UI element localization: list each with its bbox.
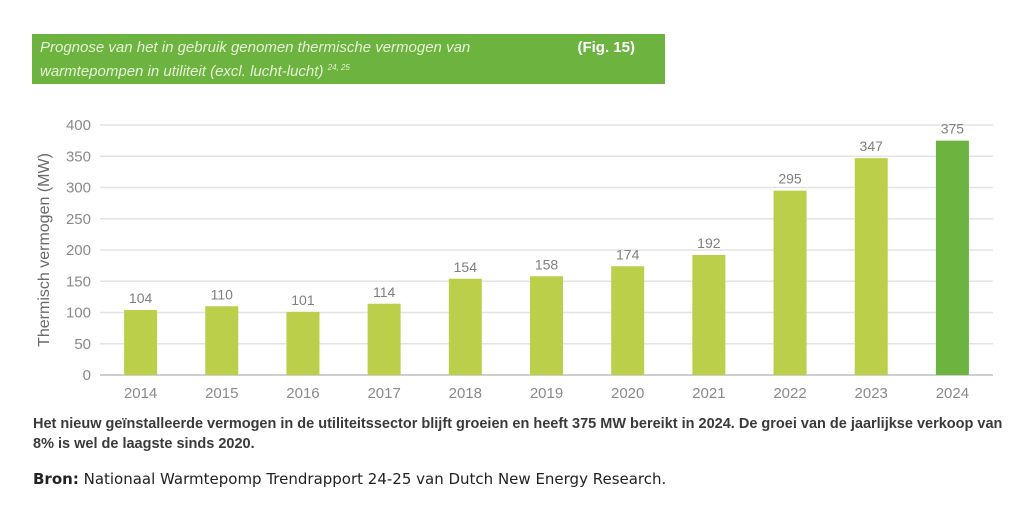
- y-tick-label: 0: [83, 367, 91, 384]
- source-label: Bron:: [33, 470, 79, 488]
- data-labels: 104 110 101 114 154 158 174 192 295 347 375: [129, 121, 964, 308]
- footnote-refs: 24, 25: [327, 63, 350, 72]
- chart-caption: Het nieuw geïnstalleerde vermogen in de …: [33, 416, 1003, 452]
- data-label-2021: 192: [697, 235, 721, 251]
- y-axis-label: Thermisch vermogen (MW): [36, 153, 53, 347]
- x-tick-label: 2018: [449, 385, 482, 402]
- x-tick-label: 2021: [692, 385, 725, 402]
- data-label-2017: 114: [373, 284, 396, 300]
- data-label-2019: 158: [535, 256, 559, 272]
- bar-2021: [692, 255, 726, 375]
- y-tick-label: 250: [66, 211, 91, 228]
- y-axis-ticks: 0 50 100 150 200 250 300 350 400: [66, 117, 91, 384]
- chart-title-line-2: warmtepompen in utiliteit (excl. lucht-l…: [40, 63, 350, 80]
- bar-2019: [530, 276, 563, 375]
- x-axis-ticks: 2014 2015 2016 2017 2018 2019 2020 2021 2022 2023…: [124, 385, 969, 402]
- y-tick-label: 350: [66, 148, 91, 165]
- x-tick-label: 2019: [530, 385, 563, 402]
- x-tick-label: 2024: [936, 385, 969, 402]
- data-label-2016: 101: [291, 292, 315, 308]
- y-tick-label: 400: [66, 117, 91, 134]
- source-note: Bron: Nationaal Warmtepomp Trendrapport …: [33, 470, 666, 488]
- bar-2016: [286, 311, 320, 375]
- bar-2017: [367, 303, 401, 375]
- data-label-2022: 295: [778, 171, 802, 187]
- x-tick-label: 2017: [367, 385, 400, 402]
- bar-2014: [124, 310, 158, 375]
- bar-2022: [773, 190, 807, 375]
- data-label-2023: 347: [860, 138, 884, 154]
- data-label-2014: 104: [129, 290, 153, 306]
- chart-title-box: Prognose van het in gebruik genomen ther…: [32, 34, 665, 84]
- y-tick-label: 50: [74, 336, 91, 353]
- y-tick-label: 300: [66, 180, 91, 197]
- bars: [124, 140, 969, 375]
- x-tick-label: 2014: [124, 385, 157, 402]
- y-tick-label: 150: [66, 273, 91, 290]
- bar-2020: [611, 266, 645, 375]
- gridlines: [100, 124, 993, 376]
- bar-2018: [448, 278, 482, 375]
- bar-2023: [854, 158, 888, 375]
- x-tick-label: 2022: [773, 385, 806, 402]
- y-tick-label: 200: [66, 242, 91, 259]
- data-label-2024: 375: [941, 121, 965, 137]
- bar-chart: 0 50 100 150 200 250 300 350 400 Thermisch vermo…: [36, 117, 993, 402]
- x-tick-label: 2020: [611, 385, 644, 402]
- bar-2015: [205, 306, 239, 375]
- figure-number: (Fig. 15): [577, 39, 635, 56]
- source-text: Nationaal Warmtepomp Trendrapport 24-25 …: [78, 470, 667, 488]
- x-tick-label: 2015: [205, 385, 238, 402]
- data-label-2015: 110: [211, 286, 234, 302]
- x-tick-label: 2016: [286, 385, 319, 402]
- x-tick-label: 2023: [855, 385, 888, 402]
- chart-title-line-1: Prognose van het in gebruik genomen ther…: [40, 39, 471, 56]
- bar-2024: [935, 140, 969, 375]
- y-tick-label: 100: [66, 305, 91, 322]
- data-label-2020: 174: [616, 246, 640, 262]
- data-label-2018: 154: [454, 259, 478, 275]
